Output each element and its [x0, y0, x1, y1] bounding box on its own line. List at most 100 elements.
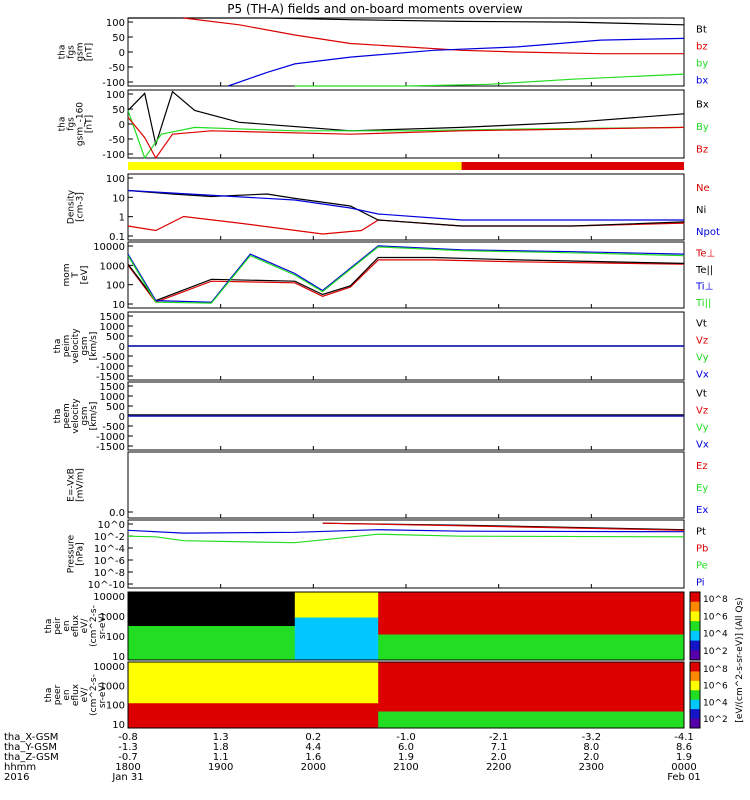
heatmap-cell — [614, 651, 629, 661]
heatmap-cell — [239, 626, 254, 635]
heatmap-cell — [128, 686, 143, 696]
heatmap-cell — [392, 634, 407, 644]
heatmap-cell — [475, 592, 490, 601]
heatmap-cells — [128, 662, 685, 729]
heatmap-cell — [447, 703, 463, 712]
x-row-value: 2100 — [393, 762, 418, 773]
heatmap-cell — [308, 600, 324, 610]
y-axis-label: gsm_-160 — [76, 102, 86, 146]
heatmap-cell — [503, 686, 518, 696]
legend-entry: Te|| — [695, 265, 713, 276]
colorbar-cell — [690, 650, 700, 661]
heatmap-cell — [280, 719, 296, 729]
y-axis-label: fgs — [67, 117, 77, 131]
y-axis-label: T — [71, 272, 81, 279]
heatmap-cell — [461, 678, 476, 688]
heatmap-cell — [656, 651, 671, 661]
y-axis-label: [mV/m] — [76, 468, 86, 502]
heatmap-cell — [558, 670, 574, 679]
heatmap-cell — [364, 703, 379, 712]
heatmap-cell — [392, 686, 407, 696]
legend-entry: Bz — [696, 145, 708, 156]
panel-frame-overlay — [127, 661, 685, 729]
heatmap-cell — [225, 719, 240, 729]
colorbar-cell — [690, 709, 700, 720]
heatmap-cell — [586, 695, 602, 704]
heatmap-cell — [545, 686, 560, 696]
heatmap-cell — [294, 670, 310, 679]
y-tick-label: 1 — [119, 213, 125, 224]
heatmap-cell — [308, 651, 324, 661]
heatmap-cell — [322, 609, 337, 618]
heatmap-cell — [253, 711, 268, 721]
heatmap-cell — [350, 678, 365, 688]
heatmap-cell — [392, 711, 407, 721]
heatmap-cell — [475, 719, 490, 729]
heatmap-cell — [350, 703, 365, 712]
heatmap-cell — [183, 643, 198, 652]
heatmap-cell — [392, 670, 407, 679]
heatmap-cell — [308, 634, 324, 644]
x-row-value: 2300 — [579, 762, 604, 773]
heatmap-cell — [392, 651, 407, 661]
heatmap-cell — [419, 643, 435, 652]
heatmap-cell — [197, 719, 212, 729]
heatmap-cell — [336, 651, 351, 661]
heatmap-cell — [183, 719, 198, 729]
x-row-value: 1.6 — [305, 752, 321, 763]
heatmap-cell — [475, 600, 490, 610]
heatmap-cell — [531, 670, 546, 679]
heatmap-cell — [350, 643, 365, 652]
heatmap-cell — [239, 719, 254, 729]
heatmap-cell — [545, 600, 560, 610]
x-row-label: tha_Y-GSM — [4, 742, 57, 753]
colorbar-cell — [690, 718, 700, 729]
heatmap-cell — [155, 662, 171, 671]
legend-entry: bx — [696, 76, 708, 87]
colorbar-tick-label: 10^8 — [703, 665, 728, 675]
plot-title: P5 (TH-A) fields and on-board moments ov… — [227, 2, 523, 16]
heatmap-cell — [545, 651, 560, 661]
y-tick-label: 10000 — [93, 662, 125, 673]
x-row-value: 4.4 — [305, 742, 321, 753]
legend-entry: by — [696, 59, 708, 70]
heatmap-cell — [572, 643, 588, 652]
heatmap-cell — [294, 678, 310, 688]
heatmap-cell — [378, 617, 393, 627]
heatmap-cell — [336, 670, 351, 679]
heatmap-cell — [614, 634, 629, 644]
heatmap-cell — [141, 719, 157, 729]
heatmap-cell — [572, 678, 588, 688]
heatmap-cell — [628, 617, 643, 627]
heatmap-cell — [419, 711, 435, 721]
heatmap-cell — [475, 686, 490, 696]
heatmap-cell — [141, 662, 157, 671]
heatmap-cell — [197, 651, 212, 661]
heatmap-cell — [461, 703, 476, 712]
heatmap-cell — [628, 703, 643, 712]
heatmap-cell — [308, 670, 324, 679]
heatmap-cell — [294, 651, 310, 661]
heatmap-cell — [545, 643, 560, 652]
heatmap-cell — [614, 592, 629, 601]
heatmap-cell — [586, 609, 602, 618]
heatmap-cell — [350, 719, 365, 729]
heatmap-cell — [531, 686, 546, 696]
heatmap-cell — [614, 662, 629, 671]
heatmap-cell — [267, 662, 282, 671]
heatmap-cell — [600, 695, 615, 704]
heatmap-cell — [531, 678, 546, 688]
colorbar-tick-label: 10^2 — [703, 647, 728, 657]
heatmap-cell — [211, 695, 226, 704]
heatmap-cell — [239, 651, 254, 661]
x-row-value: 6.0 — [398, 742, 414, 753]
heatmap-cell — [141, 686, 157, 696]
heatmap-cell — [642, 592, 657, 601]
heatmap-cell — [267, 678, 282, 688]
heatmap-cell — [378, 609, 393, 618]
heatmap-cell — [461, 695, 476, 704]
heatmap-cell — [558, 695, 574, 704]
heatmap-cell — [169, 600, 185, 610]
y-tick-label: -500 — [102, 352, 125, 363]
